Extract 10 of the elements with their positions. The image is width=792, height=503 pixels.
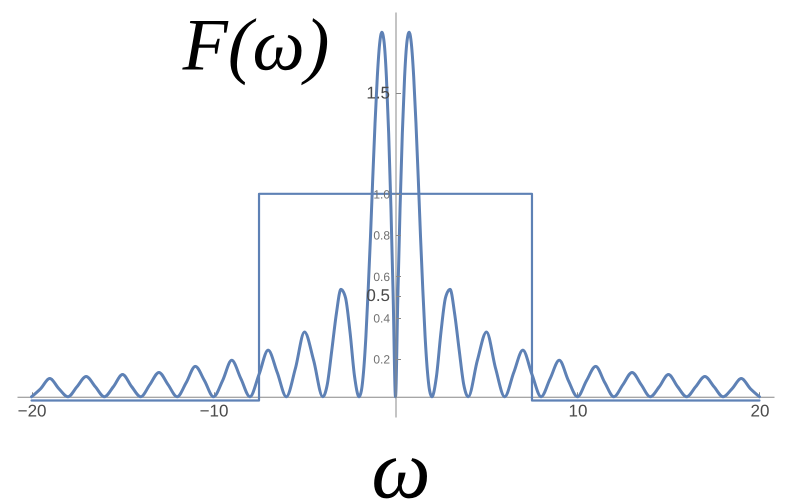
x-tick-label: 20 [750,401,770,420]
y2-tick-label: 0.8 [373,228,390,243]
y2-tick-label: 0.6 [373,270,390,284]
x-tick-label: −20 [18,401,46,420]
y2-tick-label: 0.4 [373,311,390,326]
y-axis-title: F(ω) [182,4,330,86]
y2-tick-label: 0.2 [373,352,390,367]
x-tick-label: −10 [200,401,228,420]
x-tick-label: 10 [568,401,588,420]
x-axis-title: ω [371,423,431,503]
